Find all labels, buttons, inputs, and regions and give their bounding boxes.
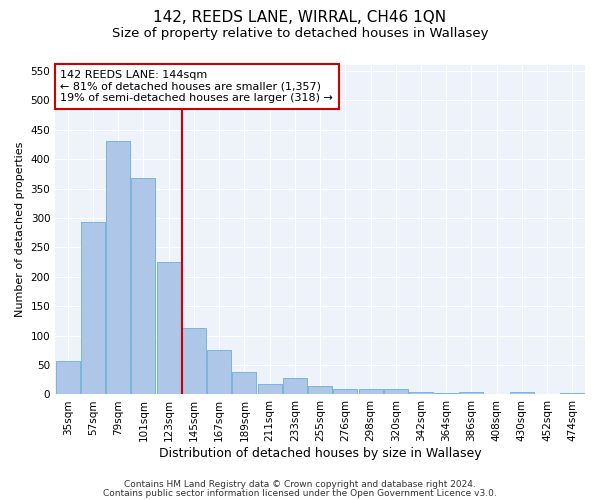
Text: Contains public sector information licensed under the Open Government Licence v3: Contains public sector information licen… xyxy=(103,488,497,498)
Bar xyxy=(409,392,433,394)
Bar xyxy=(131,178,155,394)
Bar xyxy=(106,142,130,394)
Bar xyxy=(56,361,80,394)
Y-axis label: Number of detached properties: Number of detached properties xyxy=(15,142,25,318)
Text: 142, REEDS LANE, WIRRAL, CH46 1QN: 142, REEDS LANE, WIRRAL, CH46 1QN xyxy=(154,10,446,25)
Bar xyxy=(157,262,181,394)
Text: Contains HM Land Registry data © Crown copyright and database right 2024.: Contains HM Land Registry data © Crown c… xyxy=(124,480,476,489)
Text: 142 REEDS LANE: 144sqm
← 81% of detached houses are smaller (1,357)
19% of semi-: 142 REEDS LANE: 144sqm ← 81% of detached… xyxy=(61,70,334,103)
X-axis label: Distribution of detached houses by size in Wallasey: Distribution of detached houses by size … xyxy=(159,447,481,460)
Text: Size of property relative to detached houses in Wallasey: Size of property relative to detached ho… xyxy=(112,28,488,40)
Bar xyxy=(81,222,105,394)
Bar xyxy=(359,388,383,394)
Bar xyxy=(434,392,458,394)
Bar xyxy=(207,350,231,395)
Bar xyxy=(232,372,256,394)
Bar xyxy=(560,392,584,394)
Bar xyxy=(308,386,332,394)
Bar xyxy=(334,388,357,394)
Bar xyxy=(283,378,307,394)
Bar xyxy=(460,392,484,394)
Bar xyxy=(510,392,534,394)
Bar xyxy=(182,328,206,394)
Bar xyxy=(384,388,408,394)
Bar xyxy=(257,384,281,394)
